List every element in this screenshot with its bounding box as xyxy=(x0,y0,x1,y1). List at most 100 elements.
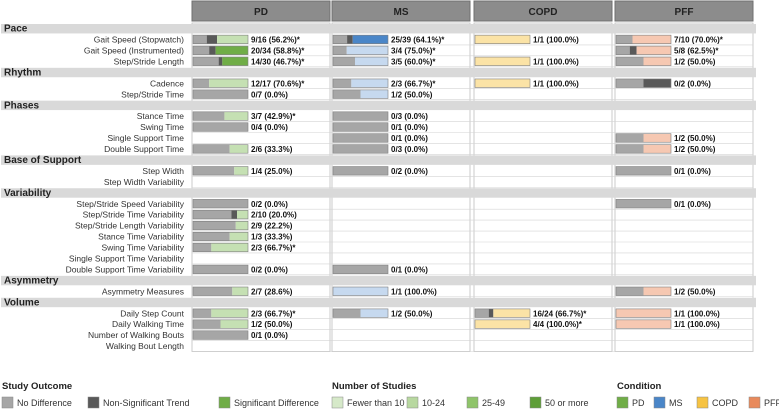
column-header-label: PFF xyxy=(675,7,694,18)
category-band xyxy=(1,188,756,198)
bar-segment-trend xyxy=(209,46,216,55)
bar-segment-significant xyxy=(229,144,248,154)
bar-segment-no-difference xyxy=(193,166,235,176)
legend-swatch xyxy=(696,396,709,409)
row-label: Number of Walking Bouts xyxy=(88,330,184,340)
cell-value: 12/17 (70.6%)* xyxy=(251,79,305,88)
bar-outline xyxy=(332,144,389,154)
bar-segment-significant xyxy=(222,57,248,66)
bar-outline xyxy=(332,286,389,296)
column-header-label: COPD xyxy=(529,7,558,18)
bar-outline xyxy=(474,56,531,66)
row-label: Daily Step Count xyxy=(120,308,184,318)
bar-outline xyxy=(192,199,249,209)
bar-segment-no-difference xyxy=(616,57,644,66)
bar-outline xyxy=(615,308,672,318)
bar-outline xyxy=(474,319,531,329)
bar-outline xyxy=(332,166,389,176)
bar-outline xyxy=(615,45,672,55)
row-label: Cadence xyxy=(150,78,184,88)
cell-value: 0/3 (0.0%) xyxy=(391,145,428,154)
cell-value: 1/1 (100.0%) xyxy=(533,36,579,45)
bar-outline xyxy=(615,319,672,329)
cell-value: 1/2 (50.0%) xyxy=(674,134,716,143)
category-band xyxy=(1,155,756,165)
bar-segment-no-difference xyxy=(333,57,355,66)
bar-segment-no-difference xyxy=(333,308,361,318)
category-band xyxy=(1,67,756,78)
column-header-pd xyxy=(191,0,331,22)
legend-swatch xyxy=(529,396,542,409)
legend-label: COPD xyxy=(712,398,739,408)
row-label: Double Support Time Variability xyxy=(66,264,185,274)
row-label: Step Width xyxy=(142,166,184,176)
bar-segment-no-difference xyxy=(193,89,248,99)
bar-segment-significant xyxy=(355,57,388,66)
legend-swatch xyxy=(1,396,14,409)
row-label: Single Support Time Variability xyxy=(69,254,185,264)
bar-segment-significant xyxy=(643,144,671,154)
bar-segment-no-difference xyxy=(333,46,347,55)
bar-outline xyxy=(332,122,389,132)
row-label: Step/Stride Length xyxy=(114,56,185,66)
bar-segment-significant xyxy=(360,308,388,318)
legend-label: 25-49 xyxy=(482,398,505,408)
category-label: Volume xyxy=(4,297,40,308)
bar-outline xyxy=(332,45,389,55)
bar-outline xyxy=(192,78,249,88)
cell-value: 0/3 (0.0%) xyxy=(391,112,428,121)
category-label: Asymmetry xyxy=(4,276,59,287)
legend-label: Non-Significant Trend xyxy=(103,398,190,408)
bar-segment-significant xyxy=(333,287,388,296)
category-band xyxy=(1,275,756,286)
bar-segment-no-difference xyxy=(333,111,388,121)
column-header-label: PD xyxy=(254,7,268,18)
bar-segment-significant xyxy=(636,46,671,55)
bar-segment-significant xyxy=(234,166,248,176)
bar-segment-no-difference xyxy=(333,265,388,274)
bar-outline xyxy=(332,34,389,45)
legend-swatch xyxy=(331,396,344,409)
bar-outline xyxy=(192,166,249,176)
cell-value: 3/5 (60.0%)* xyxy=(391,57,436,66)
category-band xyxy=(1,297,756,308)
bar-outline xyxy=(332,133,389,143)
bar-outline xyxy=(332,89,389,99)
cell-value: 3/4 (75.0%)* xyxy=(391,46,436,55)
column-header-label: MS xyxy=(394,7,409,18)
bar-outline xyxy=(615,144,672,154)
bar-segment-significant xyxy=(475,319,530,329)
bar-outline xyxy=(332,78,389,88)
cell-value: 2/3 (66.7%)* xyxy=(391,79,436,88)
bar-segment-significant xyxy=(346,46,388,55)
cell-value: 1/2 (50.0%) xyxy=(391,90,433,99)
cell-value: 9/16 (56.2%)* xyxy=(251,36,301,45)
bar-segment-significant xyxy=(643,57,671,66)
bar-outline xyxy=(192,34,249,45)
cell-value: 0/2 (0.0%) xyxy=(251,265,288,274)
bar-segment-no-difference xyxy=(193,330,248,340)
row-label: Step/Stride Length Variability xyxy=(75,221,185,231)
bar-outline xyxy=(332,264,389,274)
bar-segment-no-difference xyxy=(616,133,644,143)
cell-value: 1/1 (100.0%) xyxy=(674,320,720,329)
legend-label: 50 or more xyxy=(545,398,589,408)
bar-outline xyxy=(192,45,249,55)
legend-label: PD xyxy=(632,398,645,408)
bar-segment-no-difference xyxy=(193,243,212,252)
bar-outline xyxy=(474,34,531,45)
legend-label: Significant Difference xyxy=(234,398,319,408)
legend-label: Fewer than 10 xyxy=(347,398,405,408)
cell-value: 0/2 (0.0%) xyxy=(251,200,288,209)
row-label: Stance Time xyxy=(137,111,185,121)
cell-value: 1/1 (100.0%) xyxy=(533,57,579,66)
bar-outline xyxy=(192,264,249,274)
bar-segment-significant xyxy=(211,243,248,252)
bar-segment-no-difference xyxy=(475,308,489,318)
bar-outline xyxy=(192,319,249,329)
cell-value: 1/1 (100.0%) xyxy=(391,287,437,296)
cell-value: 0/7 (0.0%) xyxy=(251,90,288,99)
cell-value: 2/7 (28.6%) xyxy=(251,287,293,296)
bar-segment-trend xyxy=(643,78,671,88)
